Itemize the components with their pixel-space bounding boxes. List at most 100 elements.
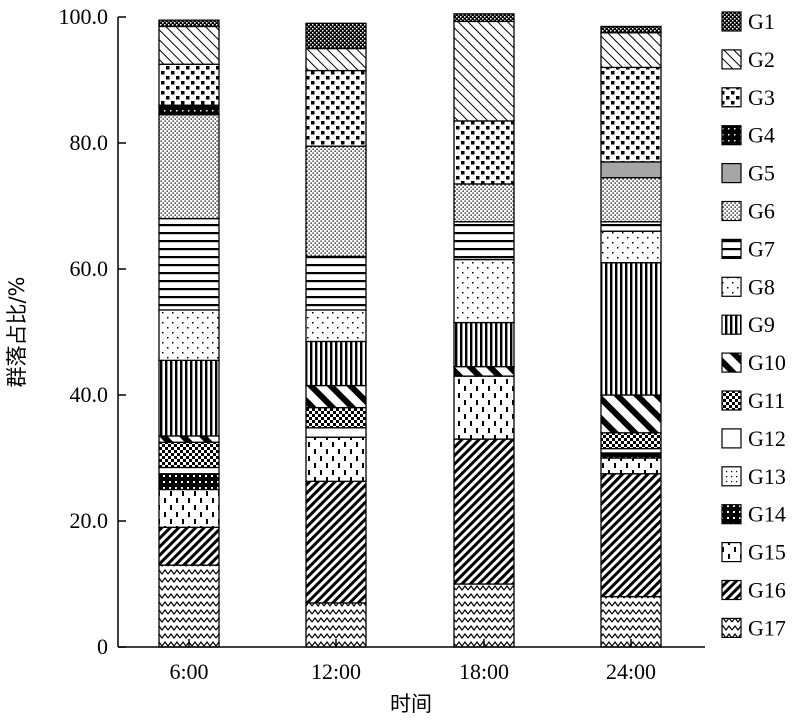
- legend-swatch-g6: [721, 200, 742, 222]
- legend-label-g5: G5: [748, 161, 775, 186]
- bar-segment-g2: [305, 47, 367, 72]
- bar-segment-g10: [453, 365, 515, 377]
- legend-swatch-g4: [721, 125, 742, 146]
- legend-label-g4: G4: [748, 123, 775, 148]
- bar-segment-g8: [305, 309, 367, 343]
- legend-label-g11: G11: [748, 388, 785, 413]
- legend-swatch-g11: [721, 390, 742, 411]
- bar-segment-g7: [600, 221, 662, 232]
- y-ticks: 0 20.0 40.0 60.0 80.0 100.0: [59, 4, 126, 659]
- legend-label-g16: G16: [748, 578, 786, 603]
- bar-segment-g9: [158, 359, 220, 437]
- legend-swatch-g14: [721, 504, 742, 525]
- x-tick-label: 6:00: [169, 659, 208, 684]
- x-tick-label: 12:00: [311, 659, 361, 684]
- legend-label-g6: G6: [748, 199, 775, 224]
- legend-swatch-g17: [721, 617, 742, 639]
- y-tick-label: 80.0: [70, 130, 109, 155]
- bar-segment-g6: [158, 114, 220, 220]
- bar-segment-g3: [453, 120, 515, 185]
- bar-segment-g12: [305, 427, 367, 438]
- legend-label-g12: G12: [748, 426, 786, 451]
- legend: G1 G2 G3 G4 G5 G6 G7 G8 G9 G10 G11 G12 G13 G14 G15 G16 G…: [721, 9, 786, 640]
- legend-label-g13: G13: [748, 464, 786, 489]
- bar-segment-g12: [600, 447, 662, 454]
- bar-segment-g3: [158, 63, 220, 106]
- legend-label-g9: G9: [748, 312, 775, 337]
- y-tick-label: 0: [97, 634, 108, 659]
- bar-segment-g1: [158, 19, 220, 28]
- bar-segment-g1: [305, 22, 367, 50]
- y-axis-title: 群落占比/%: [5, 276, 29, 387]
- bar-segment-g16: [305, 480, 367, 604]
- axes-layer: [117, 17, 705, 648]
- legend-label-g3: G3: [748, 85, 775, 110]
- bar-segment-g15: [305, 436, 367, 482]
- bar-segment-g2: [158, 25, 220, 65]
- y-tick-label: 100.0: [59, 4, 109, 29]
- bar-segment-g11: [305, 406, 367, 429]
- bar-segment-g3: [600, 66, 662, 163]
- y-tick-label: 40.0: [70, 382, 109, 407]
- bar-segment-g15: [158, 488, 220, 528]
- bar-segment-g2: [600, 32, 662, 69]
- legend-swatch-g5: [721, 163, 742, 184]
- bar-segment-g8: [600, 230, 662, 264]
- legend-label-g2: G2: [748, 47, 775, 72]
- bar-segment-g14: [158, 473, 220, 491]
- bar-segment-g4: [158, 104, 220, 116]
- bar-segment-g12: [158, 466, 220, 475]
- legend-swatch-g9: [721, 314, 742, 335]
- legend-swatch-g8: [721, 276, 742, 297]
- legend-label-g17: G17: [748, 615, 786, 640]
- bar-segment-g16: [600, 473, 662, 598]
- bar-segment-g10: [600, 394, 662, 434]
- bar-segment-g7: [158, 217, 220, 311]
- y-tick-label: 20.0: [70, 508, 109, 533]
- x-axis-title: 时间: [390, 692, 432, 716]
- legend-swatch-g15: [721, 541, 742, 563]
- bar-segment-g14: [600, 452, 662, 459]
- bar-segment-g10: [158, 435, 220, 443]
- legend-swatch-g3: [721, 87, 742, 108]
- legend-swatch-g7: [721, 238, 742, 259]
- legend-label-g14: G14: [748, 502, 786, 527]
- x-tick-label: 18:00: [459, 659, 509, 684]
- legend-swatch-g13: [721, 466, 742, 487]
- bar-segment-g8: [453, 258, 515, 324]
- bar-segment-g7: [453, 221, 515, 261]
- bar-segment-g8: [158, 309, 220, 362]
- legend-swatch-g10: [721, 352, 742, 373]
- bar-segment-g16: [158, 526, 220, 566]
- bar-segment-g9: [600, 262, 662, 396]
- bar-segment-g6: [600, 176, 662, 223]
- legend-label-g1: G1: [748, 9, 775, 34]
- bar-segment-g11: [158, 441, 220, 469]
- bar-segment-g15: [600, 457, 662, 475]
- bar-segment-g2: [453, 20, 515, 122]
- bar-segment-g17: [158, 564, 220, 648]
- legend-label-g15: G15: [748, 540, 786, 565]
- bar-segment-g11: [600, 432, 662, 450]
- legend-label-g10: G10: [748, 350, 786, 375]
- bars-layer: [158, 13, 662, 648]
- bar-segment-g17: [600, 595, 662, 648]
- bar-segment-g7: [305, 255, 367, 311]
- bar-segment-g6: [453, 183, 515, 223]
- x-tick-label: 24:00: [606, 659, 656, 684]
- bar-segment-g15: [453, 375, 515, 440]
- bar-segment-g5: [600, 161, 662, 179]
- bar-segment-g1: [600, 25, 662, 34]
- y-tick-label: 60.0: [70, 256, 109, 281]
- bar-segment-g9: [305, 340, 367, 387]
- bar-segment-g17: [453, 583, 515, 648]
- legend-label-g8: G8: [748, 274, 775, 299]
- bar-segment-g9: [453, 321, 515, 368]
- bar-segment-g10: [305, 384, 367, 409]
- bar-segment-g1: [453, 13, 515, 23]
- legend-label-g7: G7: [748, 236, 775, 261]
- legend-swatch-g16: [721, 579, 742, 601]
- legend-swatch-g2: [721, 49, 742, 70]
- bar-segment-g6: [305, 145, 367, 258]
- legend-swatch-g12: [721, 428, 742, 449]
